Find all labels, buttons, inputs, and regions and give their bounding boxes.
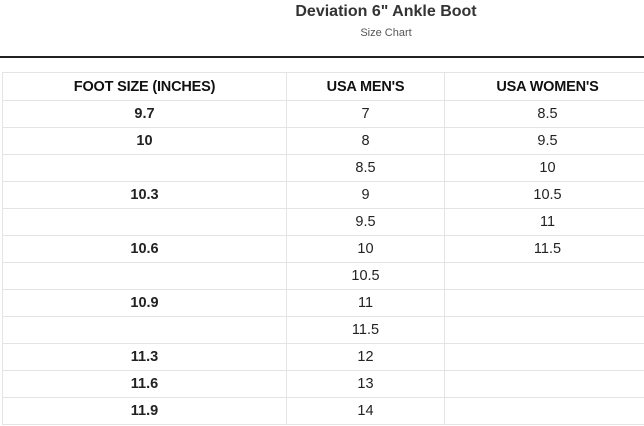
table-row: 11.6 13 bbox=[2, 370, 644, 398]
usa-womens-cell: 10 bbox=[444, 154, 644, 182]
usa-mens-cell: 9 bbox=[286, 181, 445, 209]
usa-womens-cell: 11.5 bbox=[444, 235, 644, 263]
usa-womens-cell: 9.5 bbox=[444, 127, 644, 155]
table-row: 9.5 11 bbox=[2, 208, 644, 236]
usa-womens-cell bbox=[444, 370, 644, 398]
usa-mens-cell: 14 bbox=[286, 397, 445, 425]
page-title: Deviation 6" Ankle Boot bbox=[295, 3, 477, 20]
foot-size-cell: 10 bbox=[2, 127, 287, 155]
usa-womens-cell bbox=[444, 316, 644, 344]
table-row: 11.9 14 bbox=[2, 397, 644, 425]
table-row: 10.5 bbox=[2, 262, 644, 290]
foot-size-cell bbox=[2, 262, 287, 290]
usa-mens-cell: 12 bbox=[286, 343, 445, 371]
usa-womens-cell: 10.5 bbox=[444, 181, 644, 209]
page-subtitle: Size Chart bbox=[360, 27, 412, 39]
usa-womens-cell: 8.5 bbox=[444, 100, 644, 128]
usa-mens-cell: 10.5 bbox=[286, 262, 445, 290]
table-header-row: FOOT SIZE (INCHES) USA MEN'S USA WOMEN'S bbox=[2, 72, 644, 101]
foot-size-cell: 11.6 bbox=[2, 370, 287, 398]
table-row: 10.9 11 bbox=[2, 289, 644, 317]
table-row: 10 8 9.5 bbox=[2, 127, 644, 155]
foot-size-cell bbox=[2, 316, 287, 344]
usa-mens-cell: 11 bbox=[286, 289, 445, 317]
foot-size-cell: 10.9 bbox=[2, 289, 287, 317]
usa-mens-cell: 9.5 bbox=[286, 208, 445, 236]
usa-mens-cell: 8 bbox=[286, 127, 445, 155]
foot-size-cell bbox=[2, 208, 287, 236]
foot-size-cell: 11.9 bbox=[2, 397, 287, 425]
table-row: 10.3 9 10.5 bbox=[2, 181, 644, 209]
usa-womens-cell bbox=[444, 289, 644, 317]
table-row: 10.6 10 11.5 bbox=[2, 235, 644, 263]
foot-size-cell: 11.3 bbox=[2, 343, 287, 371]
usa-womens-cell bbox=[444, 262, 644, 290]
foot-size-cell: 10.3 bbox=[2, 181, 287, 209]
column-header-foot-size: FOOT SIZE (INCHES) bbox=[2, 72, 287, 101]
foot-size-cell: 9.7 bbox=[2, 100, 287, 128]
usa-mens-cell: 7 bbox=[286, 100, 445, 128]
column-header-usa-mens: USA MEN'S bbox=[286, 72, 445, 101]
size-chart-table: FOOT SIZE (INCHES) USA MEN'S USA WOMEN'S… bbox=[2, 72, 644, 425]
table-row: 9.7 7 8.5 bbox=[2, 100, 644, 128]
usa-mens-cell: 13 bbox=[286, 370, 445, 398]
usa-mens-cell: 8.5 bbox=[286, 154, 445, 182]
foot-size-cell: 10.6 bbox=[2, 235, 287, 263]
usa-womens-cell: 11 bbox=[444, 208, 644, 236]
usa-womens-cell bbox=[444, 397, 644, 425]
usa-mens-cell: 11.5 bbox=[286, 316, 445, 344]
table-row: 11.3 12 bbox=[2, 343, 644, 371]
table-row: 8.5 10 bbox=[2, 154, 644, 182]
column-header-usa-womens: USA WOMEN'S bbox=[444, 72, 644, 101]
usa-womens-cell bbox=[444, 343, 644, 371]
divider bbox=[0, 56, 644, 58]
foot-size-cell bbox=[2, 154, 287, 182]
table-row: 11.5 bbox=[2, 316, 644, 344]
usa-mens-cell: 10 bbox=[286, 235, 445, 263]
